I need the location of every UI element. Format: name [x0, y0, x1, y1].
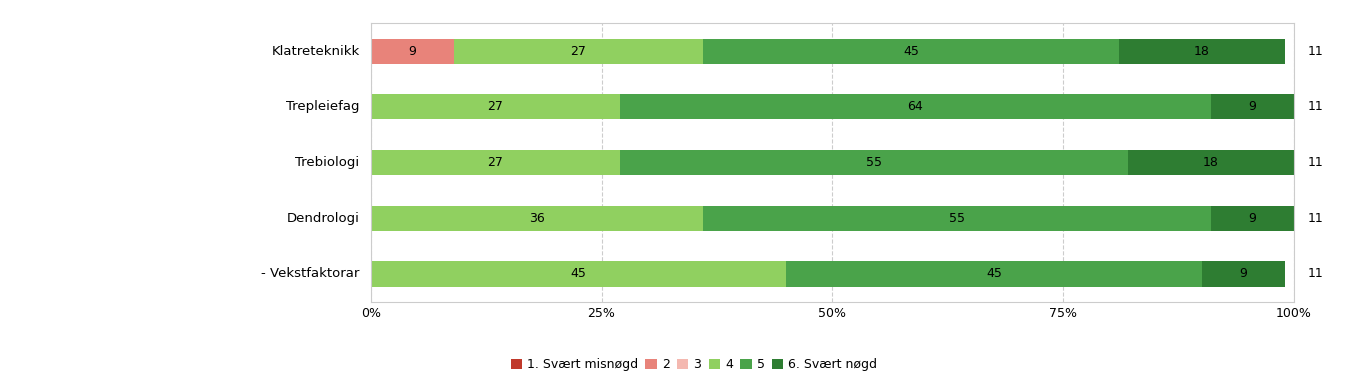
Text: 45: 45 — [903, 45, 919, 58]
Text: 11: 11 — [1308, 212, 1324, 225]
Text: 55: 55 — [949, 212, 965, 225]
Text: Trebiologi: Trebiologi — [295, 156, 360, 169]
Text: 18: 18 — [1202, 156, 1219, 169]
Text: 11: 11 — [1308, 100, 1324, 113]
Text: 18: 18 — [1194, 45, 1209, 58]
Bar — [704, 206, 1211, 231]
Bar — [786, 262, 1202, 286]
Text: Klatreteknikk: Klatreteknikk — [271, 45, 360, 58]
Bar — [371, 39, 454, 63]
Bar — [1211, 206, 1294, 231]
Text: 9: 9 — [1248, 100, 1256, 113]
Bar — [371, 94, 620, 119]
Bar — [1202, 262, 1285, 286]
Bar — [371, 150, 620, 175]
Text: 11: 11 — [1308, 267, 1324, 281]
Text: 27: 27 — [570, 45, 586, 58]
Text: 45: 45 — [985, 267, 1002, 281]
Legend: 1. Svært misnøgd, 2, 3, 4, 5, 6. Svært nøgd: 1. Svært misnøgd, 2, 3, 4, 5, 6. Svært n… — [511, 358, 878, 371]
Text: 9: 9 — [1239, 267, 1247, 281]
Text: 55: 55 — [865, 156, 882, 169]
Text: 9: 9 — [408, 45, 417, 58]
Text: Trepleiefag: Trepleiefag — [286, 100, 360, 113]
Text: - Vekstfaktorar: - Vekstfaktorar — [262, 267, 360, 281]
Text: Dendrologi: Dendrologi — [287, 212, 360, 225]
Text: 36: 36 — [528, 212, 545, 225]
Bar — [620, 150, 1128, 175]
Text: 64: 64 — [907, 100, 923, 113]
Bar — [371, 206, 704, 231]
Text: 27: 27 — [488, 156, 503, 169]
Text: 9: 9 — [1248, 212, 1256, 225]
Text: 45: 45 — [570, 267, 586, 281]
Bar — [620, 94, 1211, 119]
Text: 27: 27 — [488, 100, 503, 113]
Bar — [454, 39, 704, 63]
Text: 11: 11 — [1308, 45, 1324, 58]
Bar — [371, 262, 786, 286]
Bar — [704, 39, 1119, 63]
Text: 11: 11 — [1308, 156, 1324, 169]
Bar — [1119, 39, 1285, 63]
Bar — [1211, 94, 1294, 119]
Bar — [1128, 150, 1294, 175]
